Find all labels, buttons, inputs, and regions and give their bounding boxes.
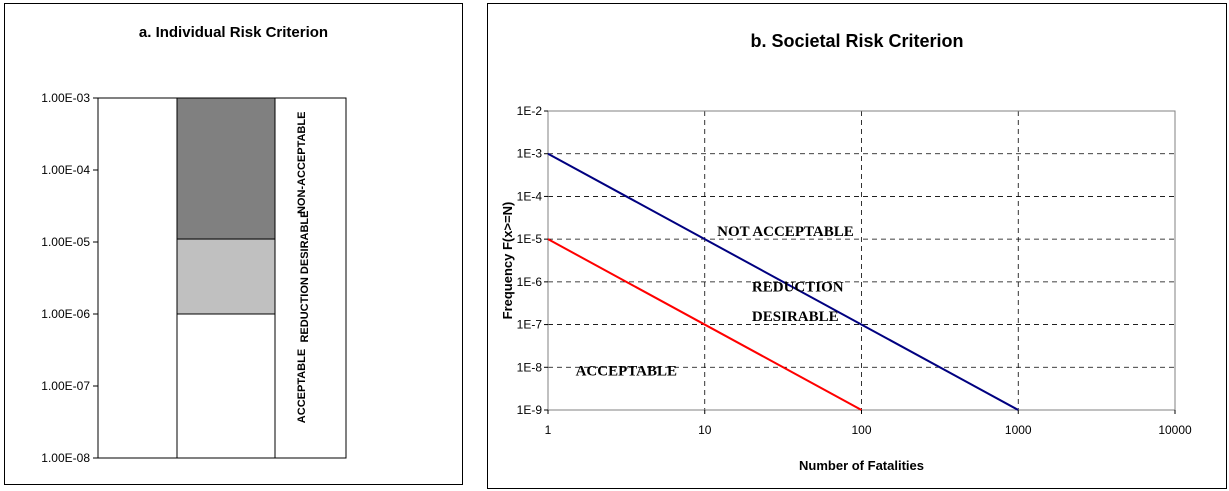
zone-label-non-acceptable: NON-ACCEPTABLE [296,112,308,214]
y-tick-label: 1E-2 [517,104,543,118]
zone-label-reduction: REDUCTION [752,279,844,295]
x-tick-label: 100 [851,423,871,437]
y-tick-label: 1.00E-08 [41,451,90,465]
societal-risk-title: b. Societal Risk Criterion [750,31,964,51]
y-tick-label: 1E-9 [517,403,543,417]
zone-label-not-acceptable: NOT ACCEPTABLE [717,224,854,240]
x-tick-label: 10000 [1158,423,1192,437]
individual-risk-chart: 1.00E-03 1.00E-04 1.00E-05 1.00E-06 1.00E-07… [41,91,347,465]
zone-label-acceptable: ACCEPTABLE [296,349,308,423]
y-tick-label: 1.00E-06 [41,307,90,321]
x-tick-label: 10 [698,423,712,437]
x-tick-label: 1000 [1005,423,1032,437]
y-tick-label: 1E-5 [517,232,543,246]
zone-label-desirable: DESIRABLE [752,309,839,325]
x-tick-label: 1 [545,423,552,437]
x-axis-title: Number of Fatalities [799,458,924,473]
band-non-acceptable [176,97,276,240]
y-axis-title: Frequency F(x>=N) [500,202,515,320]
band-reduction-desirable [176,238,276,315]
y-tick-label: 1.00E-05 [41,235,90,249]
zone-label-acceptable: ACCEPTABLE [576,363,677,379]
y-tick-label: 1.00E-04 [41,163,90,177]
individual-risk-title: a. Individual Risk Criterion [138,24,329,41]
y-tick-label: 1.00E-03 [41,91,90,105]
y-tick-label: 1E-4 [517,189,543,203]
individual-risk-panel: a. Individual Risk Criterion 1.00E-03 1.0… [4,3,463,485]
criterion-line-1 [547,152,1019,411]
societal-risk-panel: b. Societal Risk Criterion 1E-2 1E-3 1E-4 1… [487,3,1227,489]
y-tick-label: 1E-8 [517,360,543,374]
y-tick-label: 1E-3 [517,147,543,161]
zone-label-reduction-desirable: REDUCTION DESIRABLE [299,211,311,343]
y-tick-label: 1.00E-07 [41,379,90,393]
y-tick-label: 1E-7 [517,318,543,332]
y-tick-label: 1E-6 [517,275,543,289]
criterion-line-2 [547,238,862,411]
societal-risk-chart: 1E-2 1E-3 1E-4 1E-5 1E-6 1E-7 1E-8 1E-91 10 100 10… [500,104,1192,473]
band-acceptable [176,313,276,459]
plot-area-frame [97,97,347,459]
